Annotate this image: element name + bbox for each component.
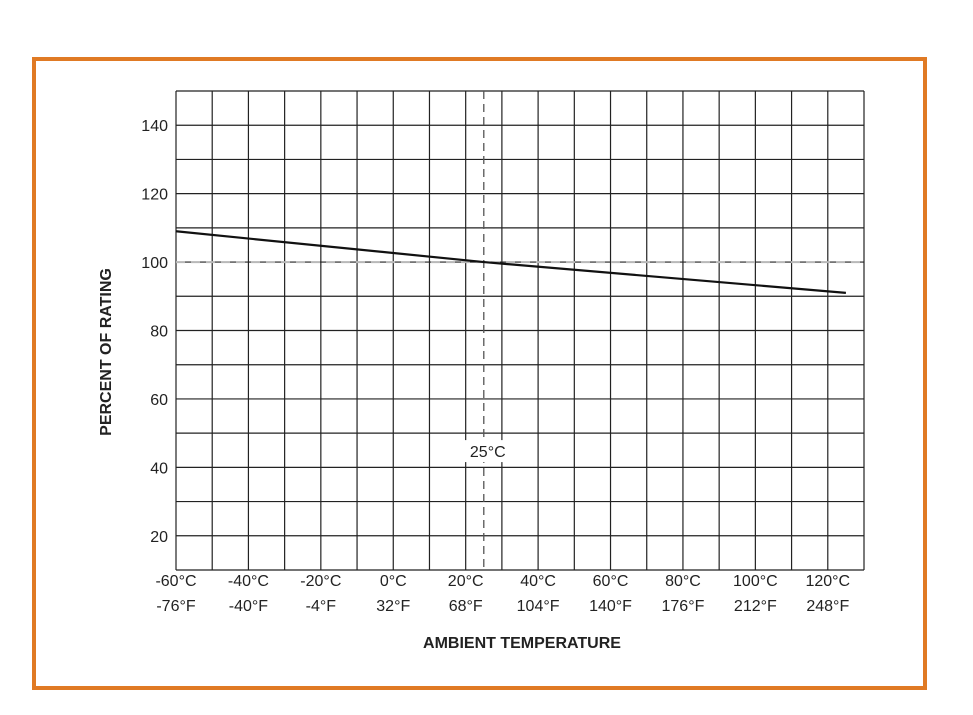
x-tick-label-celsius: 80°C xyxy=(665,573,701,590)
x-tick-labels: -60°C -76°F -40°C -40°F -20°C -4°F 0°C 32°F 20°C… xyxy=(155,573,850,615)
x-tick-label-fahrenheit: 140°F xyxy=(589,598,632,615)
y-tick-label: 100 xyxy=(141,255,168,272)
x-axis-title: AMBIENT TEMPERATURE xyxy=(423,635,621,652)
x-tick-label-fahrenheit: -76°F xyxy=(156,598,196,615)
x-tick-label-celsius: -40°C xyxy=(228,573,269,590)
y-tick-label: 120 xyxy=(141,187,168,204)
annotation-background xyxy=(461,440,506,463)
x-tick-label-celsius: 20°C xyxy=(448,573,484,590)
y-axis-title: PERCENT OF RATING xyxy=(98,268,115,436)
x-tick-label-fahrenheit: 68°F xyxy=(449,598,483,615)
x-tick-label-celsius: -60°C xyxy=(155,573,196,590)
annotation-25c-label: 25°C xyxy=(470,444,506,461)
x-tick-label-fahrenheit: 248°F xyxy=(806,598,849,615)
x-tick-label-fahrenheit: -4°F xyxy=(306,598,337,615)
grid xyxy=(175,90,865,571)
x-tick-label-fahrenheit: 104°F xyxy=(517,598,560,615)
x-tick-label-celsius: -20°C xyxy=(300,573,341,590)
y-tick-labels: 20 40 60 80 100 120 140 xyxy=(141,118,168,546)
y-tick-label: 140 xyxy=(141,118,168,135)
x-tick-label-celsius: 0°C xyxy=(380,573,407,590)
y-tick-label: 60 xyxy=(150,392,168,409)
annotations: 25°C xyxy=(461,440,506,463)
y-tick-label: 20 xyxy=(150,529,168,546)
x-tick-label-celsius: 60°C xyxy=(593,573,629,590)
y-tick-label: 80 xyxy=(150,324,168,341)
x-tick-label-celsius: 40°C xyxy=(520,573,556,590)
x-tick-label-fahrenheit: 176°F xyxy=(662,598,705,615)
reference-lines xyxy=(176,91,864,570)
x-tick-label-fahrenheit: 212°F xyxy=(734,598,777,615)
frame-border xyxy=(32,57,927,690)
series-layer xyxy=(175,230,846,294)
x-tick-label-celsius: 120°C xyxy=(805,573,850,590)
y-tick-label: 40 xyxy=(150,460,168,477)
x-tick-label-fahrenheit: 32°F xyxy=(376,598,410,615)
x-tick-label-fahrenheit: -40°F xyxy=(229,598,269,615)
derating-curve xyxy=(175,230,846,294)
x-tick-label-celsius: 100°C xyxy=(733,573,778,590)
